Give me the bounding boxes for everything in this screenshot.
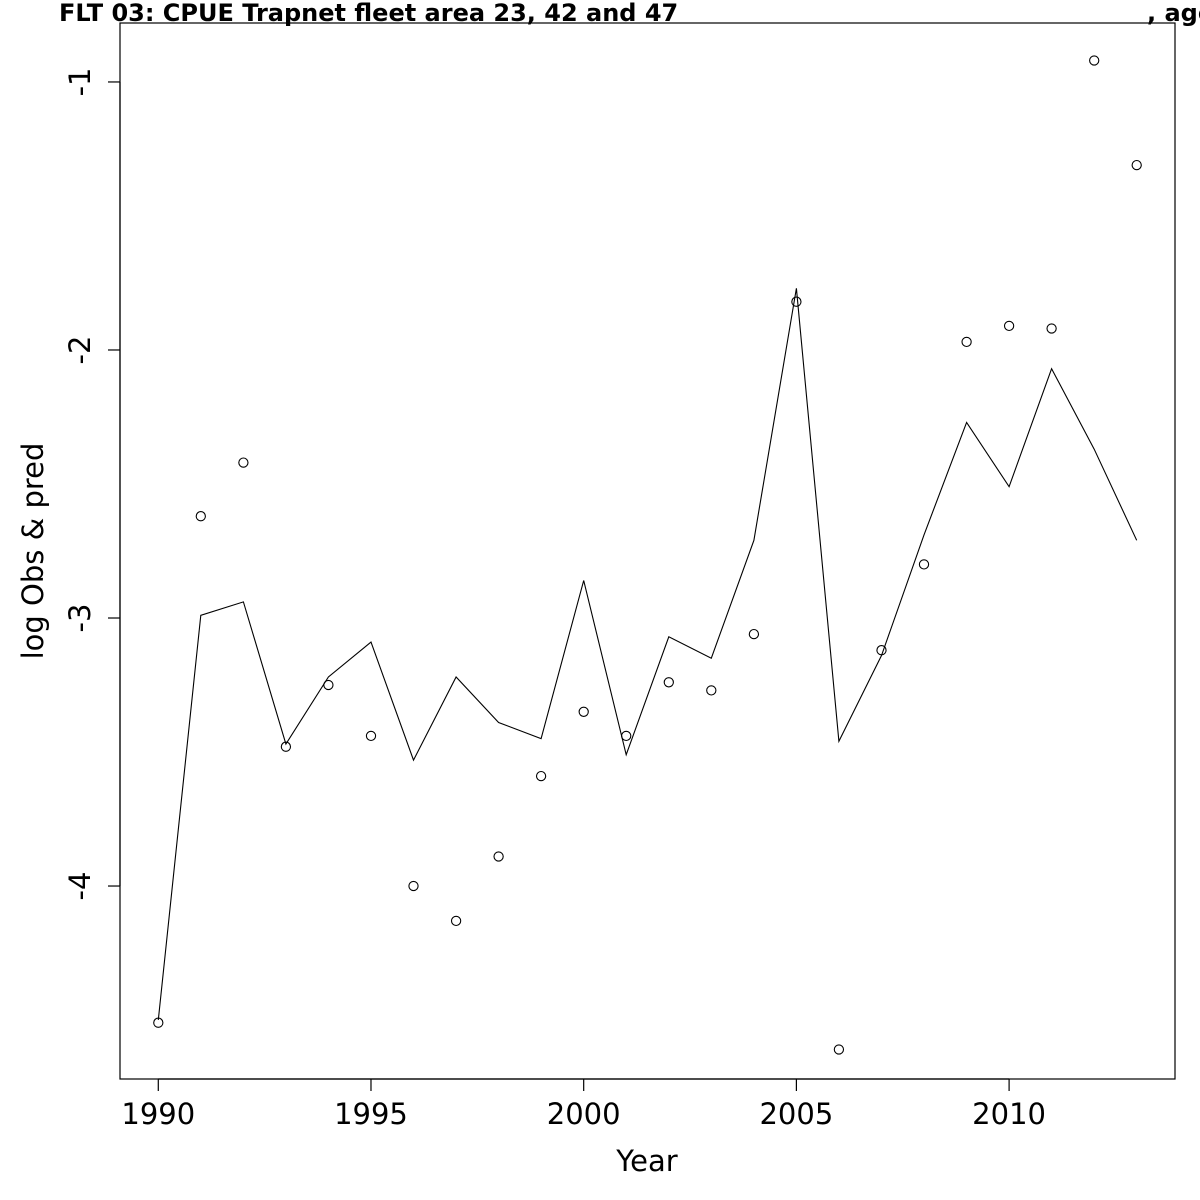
observed-point bbox=[663, 677, 674, 688]
observed-point bbox=[195, 511, 206, 522]
x-tick-label: 2010 bbox=[972, 1097, 1046, 1131]
x-tick-label: 1995 bbox=[334, 1097, 408, 1131]
y-tick-label: -3 bbox=[63, 604, 97, 633]
observed-point bbox=[1089, 55, 1100, 66]
x-tick-label: 2005 bbox=[759, 1097, 833, 1131]
observed-point bbox=[578, 706, 589, 717]
y-axis: -4 -3 -2 -1 bbox=[63, 68, 121, 901]
observed-point bbox=[1046, 323, 1057, 334]
observed-point bbox=[153, 1017, 164, 1028]
observed-point bbox=[493, 851, 504, 862]
y-tick-label: -1 bbox=[63, 68, 97, 97]
observed-point bbox=[280, 741, 292, 752]
predicted-line bbox=[157, 288, 1138, 1021]
x-axis: 1990 1995 2000 2005 2010 bbox=[121, 1078, 1046, 1131]
x-tick-label: 1990 bbox=[121, 1097, 195, 1131]
observed-point bbox=[365, 730, 377, 742]
y-tick-label: -4 bbox=[63, 872, 97, 901]
observed-point bbox=[535, 770, 547, 782]
observed-point bbox=[748, 628, 760, 640]
plot-frame bbox=[119, 22, 1176, 1080]
x-tick-label: 2000 bbox=[547, 1097, 621, 1131]
observed-point bbox=[450, 915, 462, 927]
observed-point bbox=[961, 336, 972, 348]
observed-point bbox=[621, 730, 632, 742]
predicted-series bbox=[157, 288, 1138, 1021]
y-tick-label: -2 bbox=[63, 336, 97, 365]
observed-point bbox=[791, 296, 802, 307]
observed-point bbox=[706, 685, 717, 696]
observed-point bbox=[833, 1044, 845, 1055]
x-axis-title: Year bbox=[615, 1144, 677, 1178]
observed-point bbox=[238, 457, 249, 468]
observed-point bbox=[323, 679, 334, 691]
observed-point bbox=[918, 559, 930, 570]
observed-point bbox=[408, 880, 419, 892]
y-axis-title: log Obs & pred bbox=[16, 443, 50, 660]
observed-point bbox=[1131, 159, 1142, 171]
observed-point bbox=[1003, 320, 1015, 332]
observed-series bbox=[153, 55, 1142, 1055]
observed-point bbox=[876, 645, 887, 656]
